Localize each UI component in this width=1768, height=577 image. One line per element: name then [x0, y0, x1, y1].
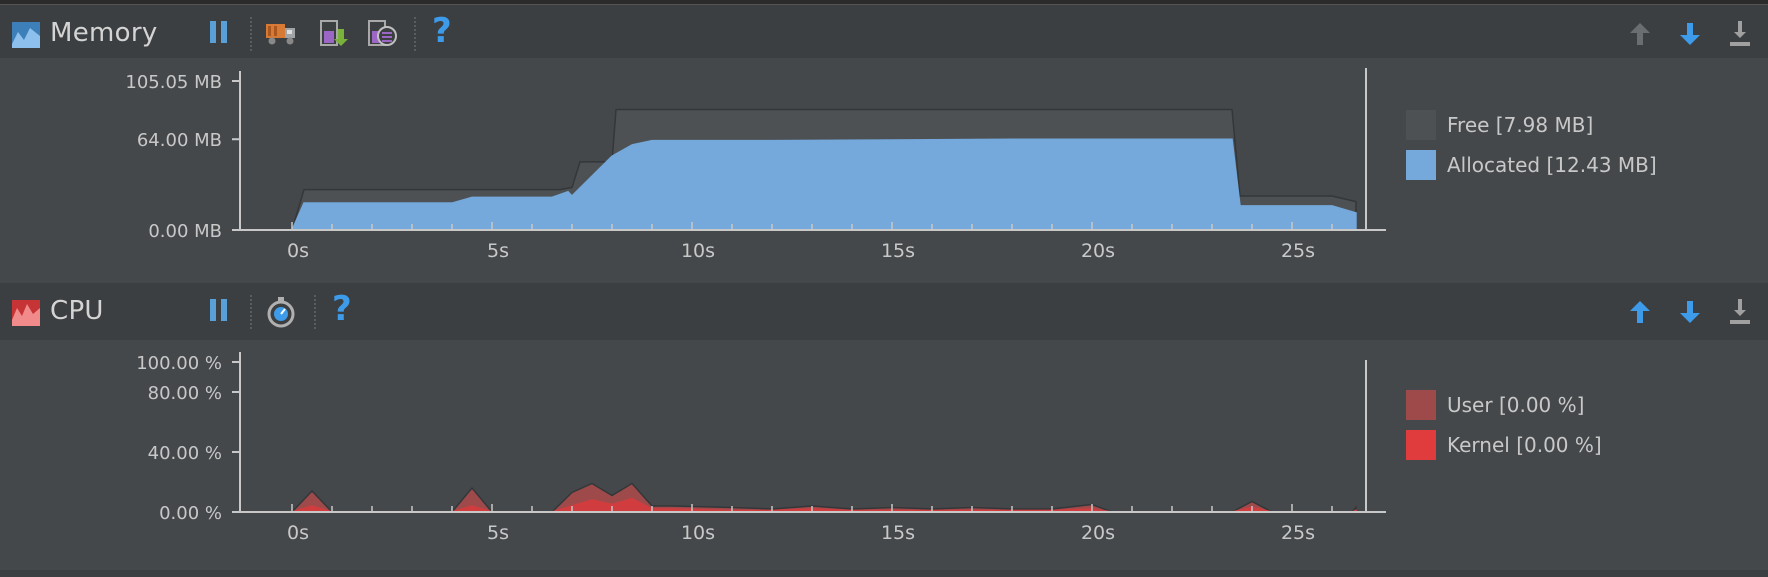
cpu-y-tick-label: 40.00 %	[148, 443, 222, 464]
memory-y-tick-label: 64.00 MB	[137, 130, 222, 151]
memory-x-tick-label: 25s	[1281, 240, 1315, 262]
move-down-icon[interactable]	[1678, 21, 1702, 47]
minimize-panel-icon[interactable]	[1728, 297, 1752, 325]
memory-y-tick-label: 0.00 MB	[148, 221, 222, 242]
memory-x-tick-label: 5s	[487, 240, 509, 262]
cpu-monitor-icon	[12, 300, 40, 326]
cpu-y-tick-label: 0.00 %	[159, 503, 222, 524]
cpu-x-tick-label: 5s	[487, 522, 509, 544]
memory-x-tick-label: 10s	[681, 240, 715, 262]
minimize-panel-icon[interactable]	[1728, 19, 1752, 47]
cpu-x-tick-label: 15s	[881, 522, 915, 544]
legend-swatch-allocated	[1406, 150, 1436, 180]
allocation-tracking-button[interactable]	[366, 19, 398, 49]
cpu-x-tick-label: 20s	[1081, 522, 1115, 544]
window-bottom-edge	[0, 570, 1768, 577]
memory-x-tick-label: 0s	[287, 240, 309, 262]
memory-help-button[interactable]: ?	[432, 11, 452, 51]
legend-swatch-user	[1406, 390, 1436, 420]
window-top-border-line	[0, 4, 1768, 5]
memory-title: Memory	[50, 18, 158, 48]
move-down-icon[interactable]	[1678, 299, 1702, 325]
cpu-x-tick-label: 25s	[1281, 522, 1315, 544]
toolbar-separator	[250, 295, 252, 329]
memory-x-tick-label: 15s	[881, 240, 915, 262]
legend-label-free: Free [7.98 MB]	[1447, 113, 1594, 137]
initiate-gc-button[interactable]	[264, 19, 298, 47]
memory-chart-panel: 105.05 MB 64.00 MB 0.00 MB 0s 5s 10s 15s 20s 25s…	[0, 58, 1768, 283]
memory-pause-button[interactable]	[208, 19, 230, 45]
legend-label-kernel: Kernel [0.00 %]	[1447, 433, 1602, 457]
cpu-help-button[interactable]: ?	[332, 289, 352, 329]
cpu-toolbar: CPU ?	[0, 283, 1768, 339]
cpu-y-tick-label: 80.00 %	[148, 383, 222, 404]
memory-chart: 105.05 MB 64.00 MB 0.00 MB 0s 5s 10s 15s 20s 25s	[125, 68, 1386, 262]
cpu-chart: 100.00 % 80.00 % 40.00 % 0.00 % 0s 5s 10s 15s 20…	[136, 352, 1386, 544]
cpu-title: CPU	[50, 296, 104, 326]
memory-toolbar: Memory ?	[0, 5, 1768, 61]
cpu-x-tick-label: 0s	[287, 522, 309, 544]
cpu-x-tick-label: 10s	[681, 522, 715, 544]
memory-y-tick-label: 105.05 MB	[125, 72, 222, 93]
memory-monitor-icon	[12, 22, 40, 48]
memory-x-tick-label: 20s	[1081, 240, 1115, 262]
dump-java-heap-button[interactable]	[318, 19, 348, 49]
cpu-y-tick-label: 100.00 %	[136, 353, 222, 374]
legend-label-user: User [0.00 %]	[1447, 393, 1585, 417]
legend-swatch-free	[1406, 110, 1436, 140]
legend-label-allocated: Allocated [12.43 MB]	[1447, 153, 1657, 177]
toolbar-separator	[414, 17, 416, 51]
move-up-icon[interactable]	[1628, 299, 1652, 325]
toolbar-separator	[314, 295, 316, 329]
window-top-border	[0, 0, 1768, 4]
memory-series-b-area	[290, 138, 1357, 231]
start-method-tracing-button[interactable]	[266, 296, 296, 328]
cpu-chart-panel: 100.00 % 80.00 % 40.00 % 0.00 % 0s 5s 10s 15s 20…	[0, 340, 1768, 570]
toolbar-separator	[250, 17, 252, 51]
cpu-pause-button[interactable]	[208, 297, 230, 323]
legend-swatch-kernel	[1406, 430, 1436, 460]
move-up-icon[interactable]	[1628, 21, 1652, 47]
